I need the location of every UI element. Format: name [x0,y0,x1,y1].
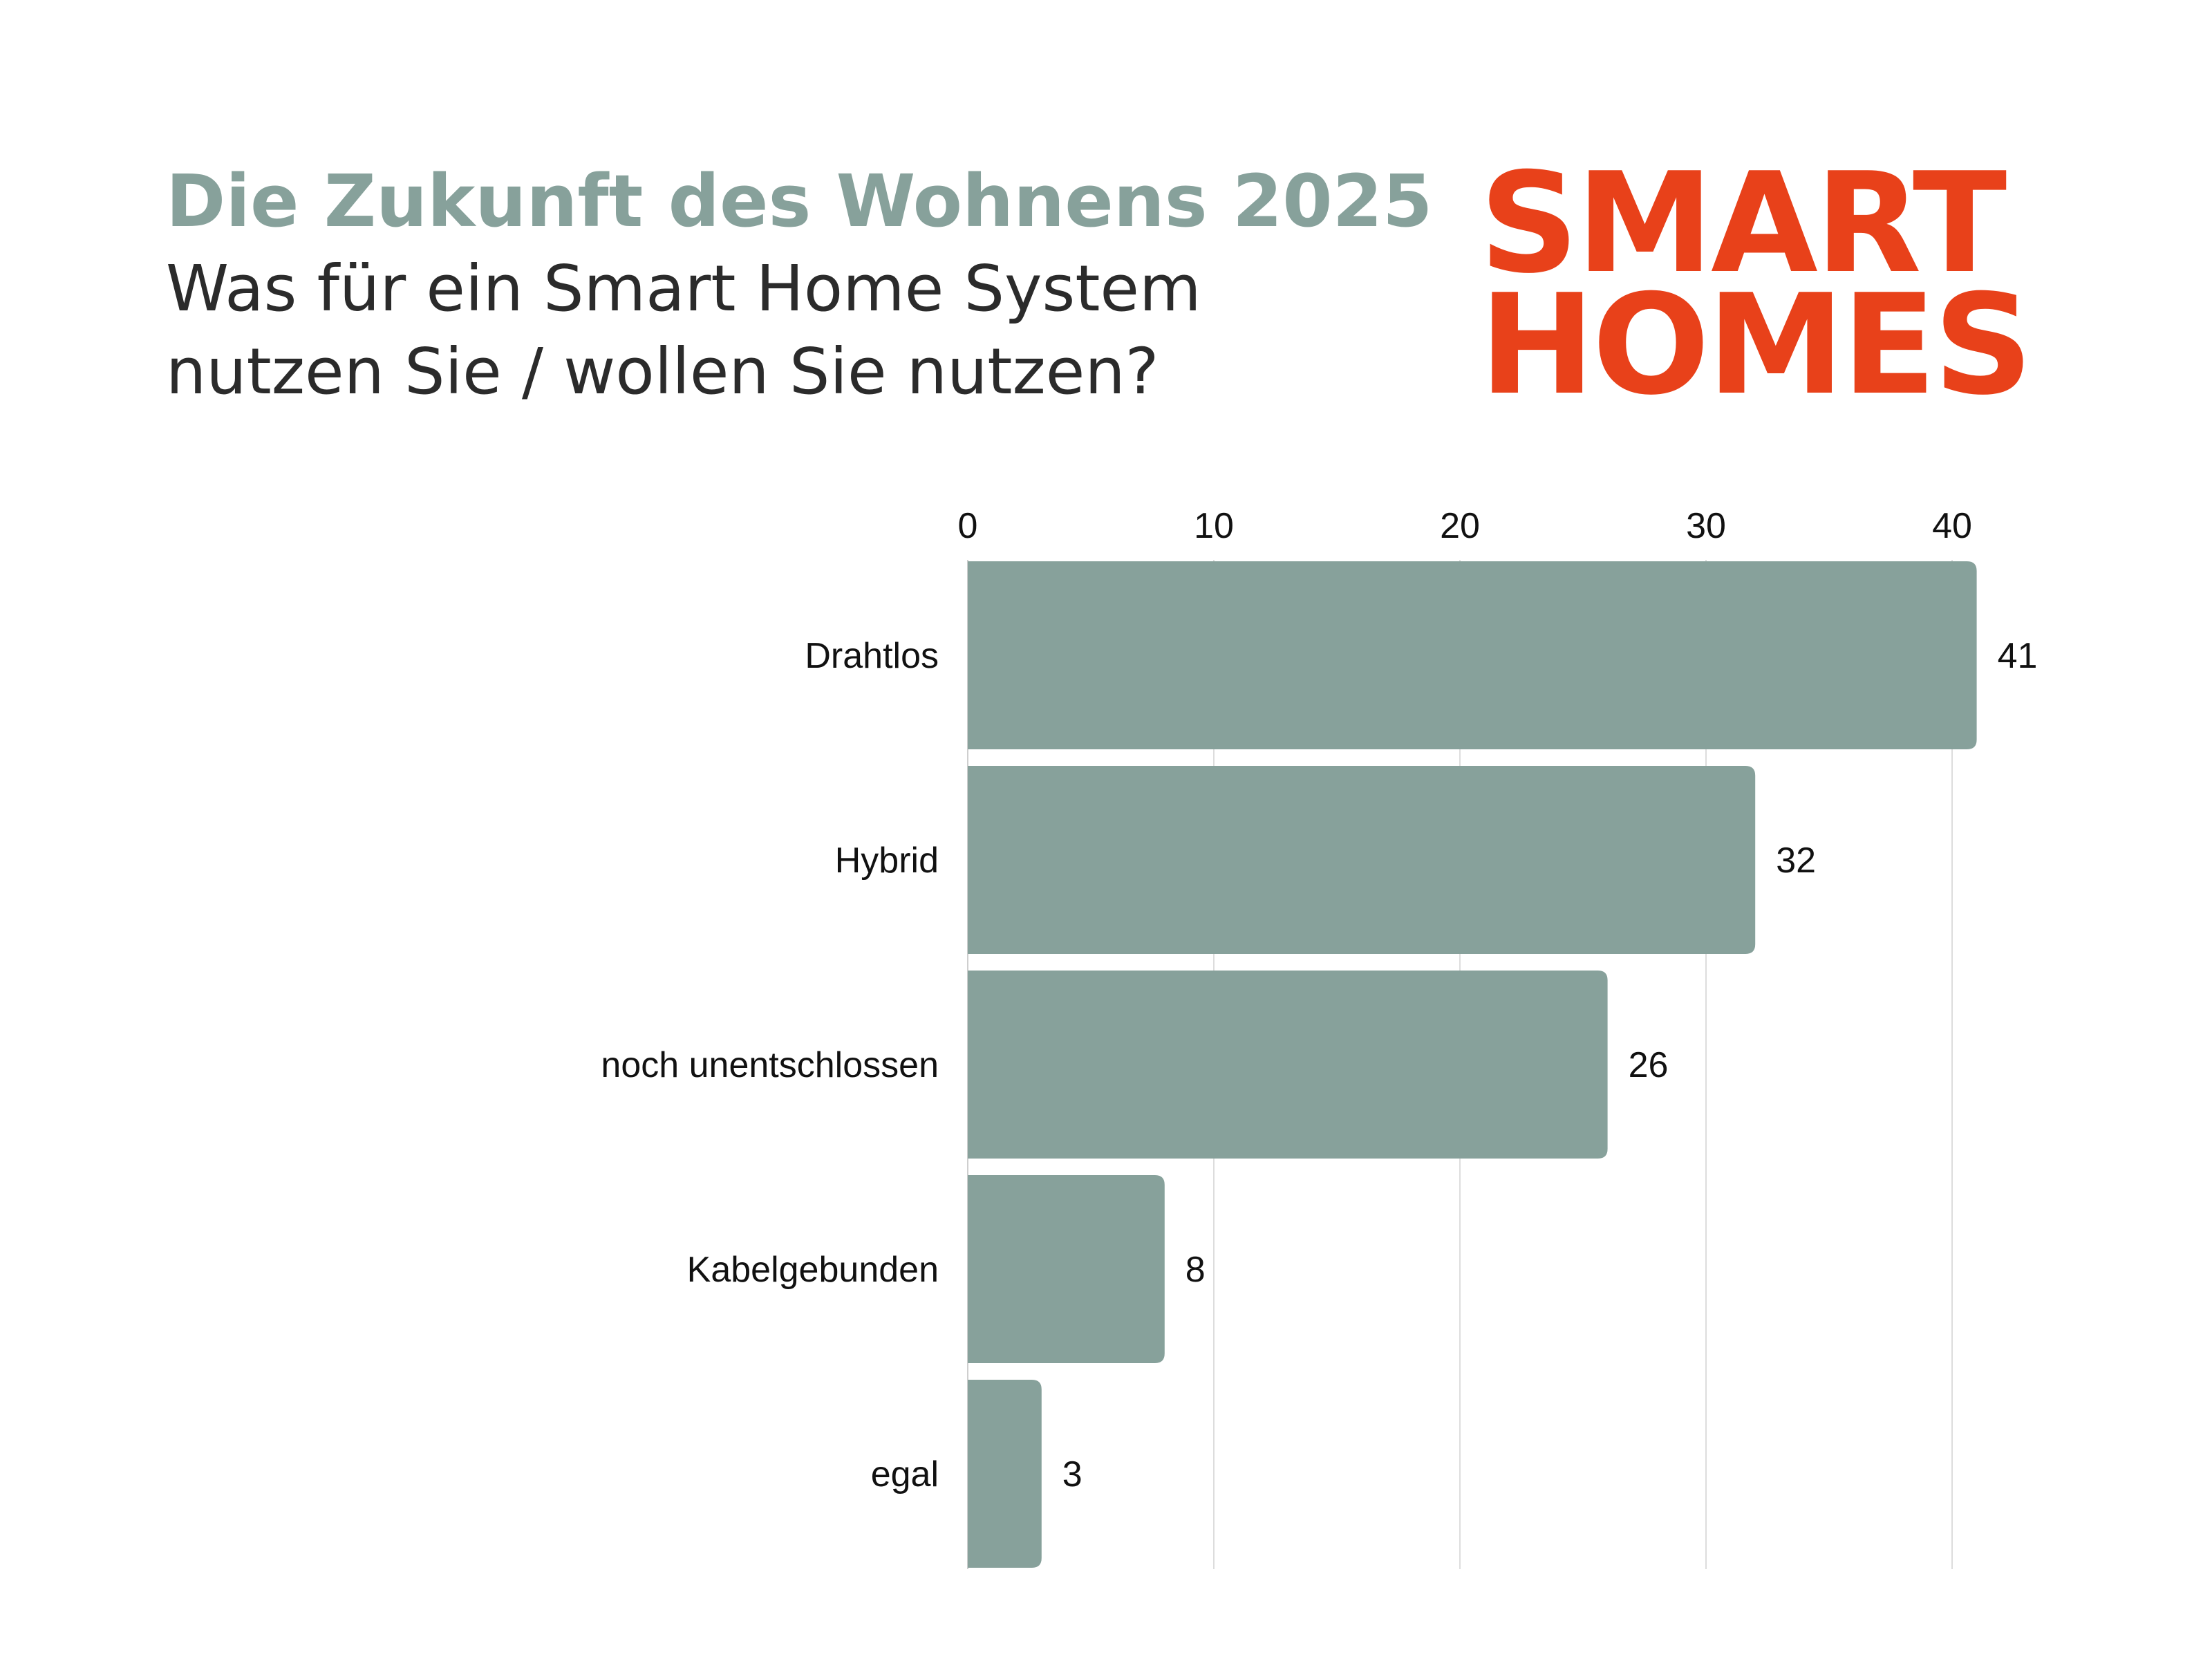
bar-egal [968,1380,1042,1568]
category-label-noch-unentschlossen: noch unentschlossen [601,1045,939,1085]
smart-homes-logo: SMART HOMES [1479,143,2060,426]
bars [968,561,1977,1568]
value-label-hybrid: 32 [1776,841,1816,881]
x-tick-label-10: 10 [1194,506,1234,546]
category-label-hybrid: Hybrid [835,841,939,881]
chart-subtitle: Was für ein Smart Home System nutzen Sie… [166,252,1201,409]
x-tick-label-0: 0 [958,506,978,546]
value-label-egal: 3 [1062,1454,1082,1494]
category-label-drahtlos: Drahtlos [805,636,939,676]
x-tick-label-20: 20 [1440,506,1480,546]
logo-line-2: HOMES [1479,265,2033,426]
x-axis-ticks: 0 10 20 30 40 [958,506,1972,546]
category-label-kabelgebunden: Kabelgebunden [687,1250,939,1290]
chart-title: Die Zukunft des Wohnens 2025 [166,159,1433,243]
bar-drahtlos [968,561,1977,749]
category-label-egal: egal [871,1454,939,1494]
category-labels: Drahtlos Hybrid noch unentschlossen Kabelge… [601,636,939,1494]
bar-noch-unentschlossen [968,971,1608,1159]
x-tick-label-30: 30 [1686,506,1726,546]
bar-hybrid [968,766,1756,954]
value-label-kabelgebunden: 8 [1185,1250,1206,1290]
x-tick-label-40: 40 [1932,506,1972,546]
value-label-noch-unentschlossen: 26 [1629,1045,1669,1085]
value-labels: 41 32 26 8 3 [1062,636,2038,1494]
value-label-drahtlos: 41 [1998,636,2038,676]
logo-line-1: SMART [1479,143,2007,304]
bar-kabelgebunden [968,1175,1165,1363]
